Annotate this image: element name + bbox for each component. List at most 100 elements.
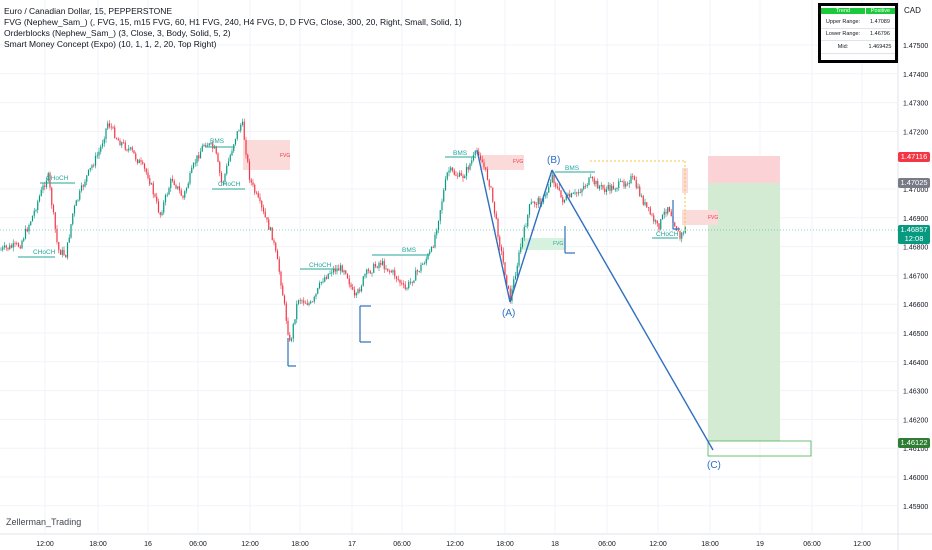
candle-body (649, 207, 651, 215)
candle-body (297, 300, 300, 304)
candle-body (164, 195, 167, 203)
candle-body (619, 180, 622, 182)
abc-wave-lines[interactable] (476, 149, 714, 451)
candle-body (663, 211, 665, 215)
indicator-orderblocks[interactable]: Orderblocks (Nephew_Sam_) (3, Close, 3, … (4, 28, 231, 38)
price-tick-label: 1.46500 (903, 331, 928, 338)
candle-body (16, 243, 18, 245)
candle-body (30, 221, 32, 226)
candle-body (455, 174, 457, 176)
candle-body (385, 268, 387, 270)
candle-body (614, 189, 616, 190)
candle-body (278, 259, 280, 272)
candle-body (411, 281, 413, 283)
candle-body (567, 193, 569, 196)
time-tick-label: 17 (348, 541, 356, 548)
candle-body (110, 126, 112, 128)
last-price-value: 1.46857 (900, 225, 928, 234)
candle-body (166, 194, 168, 196)
price-tick-label: 1.47500 (903, 43, 928, 50)
symbol-title[interactable]: Euro / Canadian Dollar, 15, PEPPERSTONE (4, 6, 173, 16)
candle-body (322, 281, 324, 283)
fvg-zone (682, 168, 688, 193)
candle-body (507, 285, 510, 289)
candle-body (254, 184, 256, 193)
candle-body (409, 281, 412, 283)
candle-body (9, 245, 11, 250)
candle-body (14, 243, 16, 244)
candle-body (126, 149, 128, 151)
candle-body (392, 270, 394, 273)
candle-body (628, 183, 630, 185)
candle-body (282, 285, 284, 296)
candle-body (203, 145, 205, 146)
candlestick-series[interactable] (0, 118, 686, 343)
candle-body (611, 185, 613, 191)
candle-body (647, 207, 650, 209)
candle-body (420, 264, 422, 272)
fvg-label: FVG (708, 215, 718, 221)
candle-body (276, 250, 279, 260)
candle-body (96, 155, 98, 157)
candle-body (590, 176, 592, 178)
candle-body (70, 224, 72, 238)
candle-body (661, 214, 664, 220)
candle-body (7, 247, 9, 250)
candle-body (3, 245, 6, 248)
candle-body (58, 242, 60, 251)
candle-body (364, 274, 366, 277)
candle-body (430, 246, 433, 252)
price-tick-label: 1.46900 (903, 216, 928, 223)
price-axis[interactable]: 1.47500 1.47400 1.47300 1.47200 1.47000 1.469… (903, 43, 928, 511)
candle-body (427, 253, 429, 259)
candle-body (114, 127, 116, 139)
candle-body (520, 247, 522, 253)
candle-body (346, 273, 349, 279)
candle-body (49, 173, 51, 188)
candle-body (378, 262, 380, 268)
candle-body (107, 123, 109, 129)
candle-body (12, 243, 14, 248)
indicator-smc[interactable]: Smart Money Concept (Expo) (10, 1, 1, 2,… (4, 39, 217, 49)
candle-body (28, 225, 30, 232)
candle-body (555, 183, 557, 187)
candle-body (373, 263, 375, 273)
currency-label[interactable]: CAD (904, 6, 921, 15)
candle-body (128, 148, 130, 151)
candle-body (161, 212, 163, 215)
candle-body (273, 240, 275, 243)
candle-body (600, 185, 602, 187)
candle-body (493, 201, 496, 214)
candle-body (138, 160, 140, 164)
candle-body (66, 242, 69, 258)
candle-body (446, 172, 448, 180)
candle-body (423, 263, 426, 265)
candle-body (637, 186, 639, 188)
stop-loss-zone[interactable] (708, 156, 780, 183)
candle-body (329, 273, 331, 274)
time-tick-label: 18:00 (291, 541, 309, 548)
time-axis[interactable]: 12:00 18:00 16 06:00 12:00 18:00 17 06:00 12:00 1… (36, 541, 871, 548)
candle-body (570, 193, 573, 198)
indicator-fvg[interactable]: FVG (Nephew_Sam_) (, FVG, 15, m15 FVG, 6… (4, 17, 462, 27)
candle-body (294, 319, 296, 324)
candle-body (434, 234, 436, 248)
candle-body (98, 151, 100, 156)
target-box[interactable] (707, 440, 812, 457)
candle-body (269, 227, 272, 230)
candle-body (257, 192, 259, 198)
candle-body (586, 184, 588, 187)
candle-body (301, 300, 303, 302)
indicator-legend[interactable]: Euro / Canadian Dollar, 15, PEPPERSTONE … (4, 6, 462, 50)
fvg-label: FVG (513, 159, 523, 165)
candle-body (450, 167, 452, 171)
price-tick-label: 1.46600 (903, 302, 928, 309)
fvg-zone (682, 210, 718, 225)
candle-body (238, 130, 240, 132)
take-profit-zone[interactable] (708, 183, 780, 441)
candle-body (135, 153, 137, 160)
candle-body (339, 265, 342, 271)
candle-body (89, 167, 91, 170)
